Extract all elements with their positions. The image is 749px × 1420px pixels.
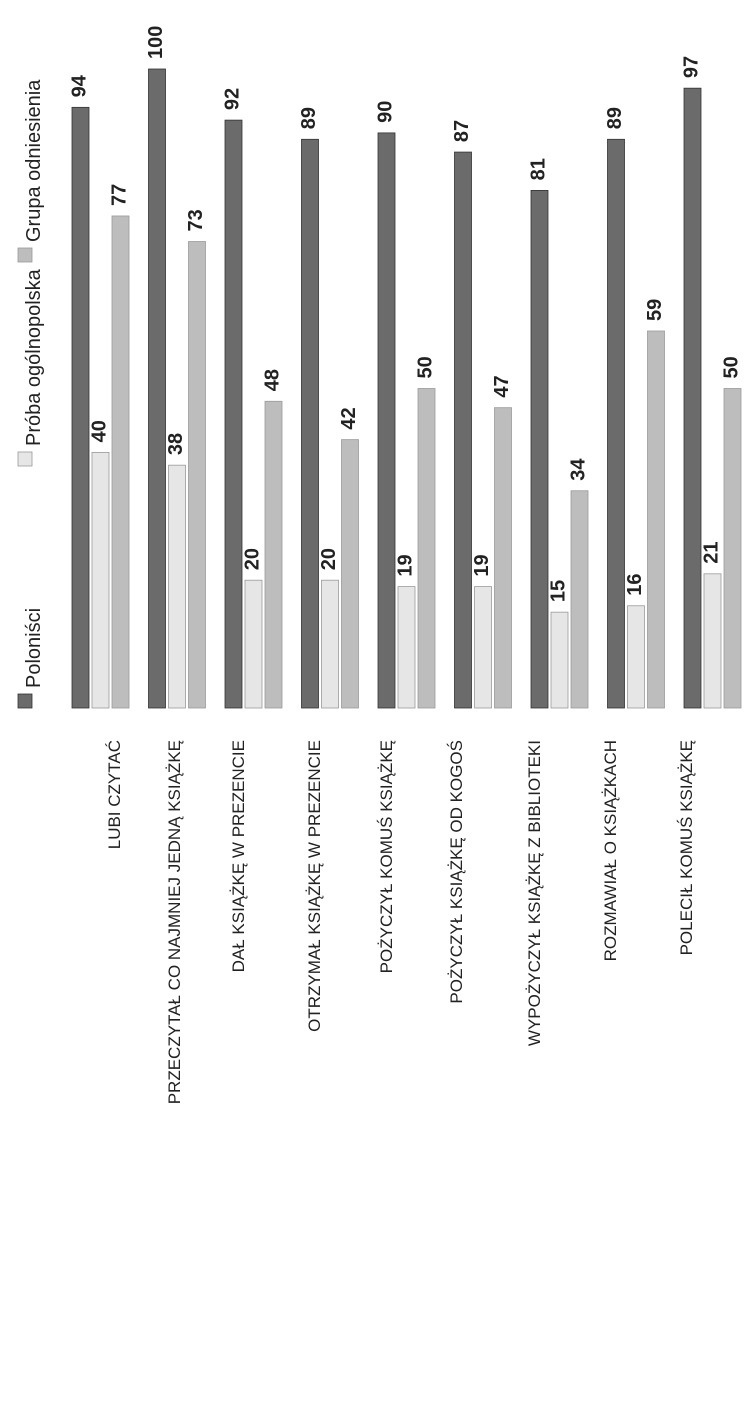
data-label: 87	[451, 120, 473, 142]
bar-polonisci-2	[148, 68, 166, 709]
chart-legend: Poloniści Próba ogólnopolska Grupa odniesi…	[17, 79, 45, 709]
bar-polonisci-5	[377, 132, 396, 709]
bar-grupa-odniesienia-8	[647, 330, 665, 709]
bar-grupa-odniesienia-5	[417, 388, 436, 709]
data-label: 73	[185, 209, 207, 231]
data-label: 90	[375, 101, 397, 123]
bar-proba-ogolnopolska-5	[397, 586, 416, 709]
data-label: 81	[528, 158, 550, 180]
bar-polonisci-8	[607, 138, 625, 709]
bar-polonisci-3	[224, 119, 243, 709]
bar-grupa-odniesienia-7	[570, 490, 589, 709]
data-label: 16	[624, 574, 646, 596]
data-label: 42	[338, 407, 360, 429]
data-label: 50	[721, 356, 743, 378]
category-label: POŻYCZYŁ KOMUŚ KSIĄŻKĘ	[377, 740, 396, 973]
bar-polonisci-6	[454, 151, 472, 709]
bar-polonisci-7	[530, 190, 549, 709]
chart-bars: 94 40 77 100 38 73 92 20 48 89 20 42 90 19 50 87 19 47 81 1…	[69, 26, 743, 709]
data-label: 20	[242, 548, 264, 570]
bar-proba-ogolnopolska-7	[550, 611, 569, 709]
category-label: PRZECZYTAŁ CO NAJMNIEJ JEDNĄ KSIĄŻKĘ	[165, 740, 184, 1104]
legend-label: Próba ogólnopolska	[23, 268, 45, 446]
data-label: 50	[415, 356, 437, 378]
bar-grupa-odniesienia-9	[723, 388, 742, 709]
category-label: ROZMAWIAŁ O KSIĄŻKACH	[601, 740, 620, 961]
bar-proba-ogolnopolska-2	[168, 464, 186, 709]
bar-proba-ogolnopolska-9	[703, 573, 722, 709]
bar-polonisci-1	[71, 106, 90, 709]
legend-label: Grupa odniesienia	[23, 79, 45, 242]
data-label: 77	[109, 184, 131, 206]
category-label: WYPOŻYCZYŁ KSIĄŻKĘ Z BIBLIOTEKI	[525, 740, 544, 1046]
legend-label: Poloniści	[23, 608, 45, 688]
data-label: 100	[145, 26, 167, 59]
data-label: 34	[568, 458, 590, 481]
data-label: 19	[471, 554, 493, 576]
bar-proba-ogolnopolska-6	[474, 586, 492, 709]
bar-grupa-odniesienia-1	[111, 215, 130, 709]
category-label: POLECIŁ KOMUŚ KSIĄŻKĘ	[677, 740, 696, 955]
data-label: 92	[222, 88, 244, 110]
legend-swatch	[17, 693, 33, 709]
data-label: 94	[69, 74, 91, 97]
data-label: 38	[165, 433, 187, 455]
bar-proba-ogolnopolska-1	[91, 451, 110, 709]
data-label: 97	[681, 56, 703, 78]
bar-grupa-odniesienia-6	[494, 407, 512, 709]
data-label: 21	[701, 542, 723, 564]
data-label: 15	[548, 580, 570, 602]
bar-proba-ogolnopolska-3	[244, 579, 263, 709]
legend-swatch	[17, 451, 33, 467]
bar-grupa-odniesienia-4	[341, 439, 359, 709]
data-label: 89	[604, 107, 626, 129]
category-labels: LUBI CZYTAĆ PRZECZYTAŁ CO NAJMNIEJ JEDNĄ …	[105, 740, 696, 1104]
bar-polonisci-9	[683, 87, 702, 709]
bar-polonisci-4	[301, 138, 319, 709]
bar-grupa-odniesienia-3	[264, 400, 283, 709]
bar-proba-ogolnopolska-8	[627, 605, 645, 709]
data-label: 48	[262, 369, 284, 391]
data-label: 59	[644, 299, 666, 321]
category-label: OTRZYMAŁ KSIĄŻKĘ W PREZENCIE	[305, 740, 324, 1032]
data-label: 89	[298, 107, 320, 129]
bar-grupa-odniesienia-2	[188, 241, 206, 709]
data-label: 47	[491, 375, 513, 397]
legend-swatch	[17, 247, 33, 263]
category-label: DAŁ KSIĄŻKĘ W PREZENCIE	[229, 740, 248, 972]
data-label: 19	[395, 554, 417, 576]
data-label: 40	[89, 420, 111, 442]
category-label: LUBI CZYTAĆ	[105, 740, 124, 849]
data-label: 20	[318, 548, 340, 570]
bar-proba-ogolnopolska-4	[321, 579, 339, 709]
category-label: POŻYCZYŁ KSIĄŻKĘ OD KOGOŚ	[447, 740, 466, 1004]
